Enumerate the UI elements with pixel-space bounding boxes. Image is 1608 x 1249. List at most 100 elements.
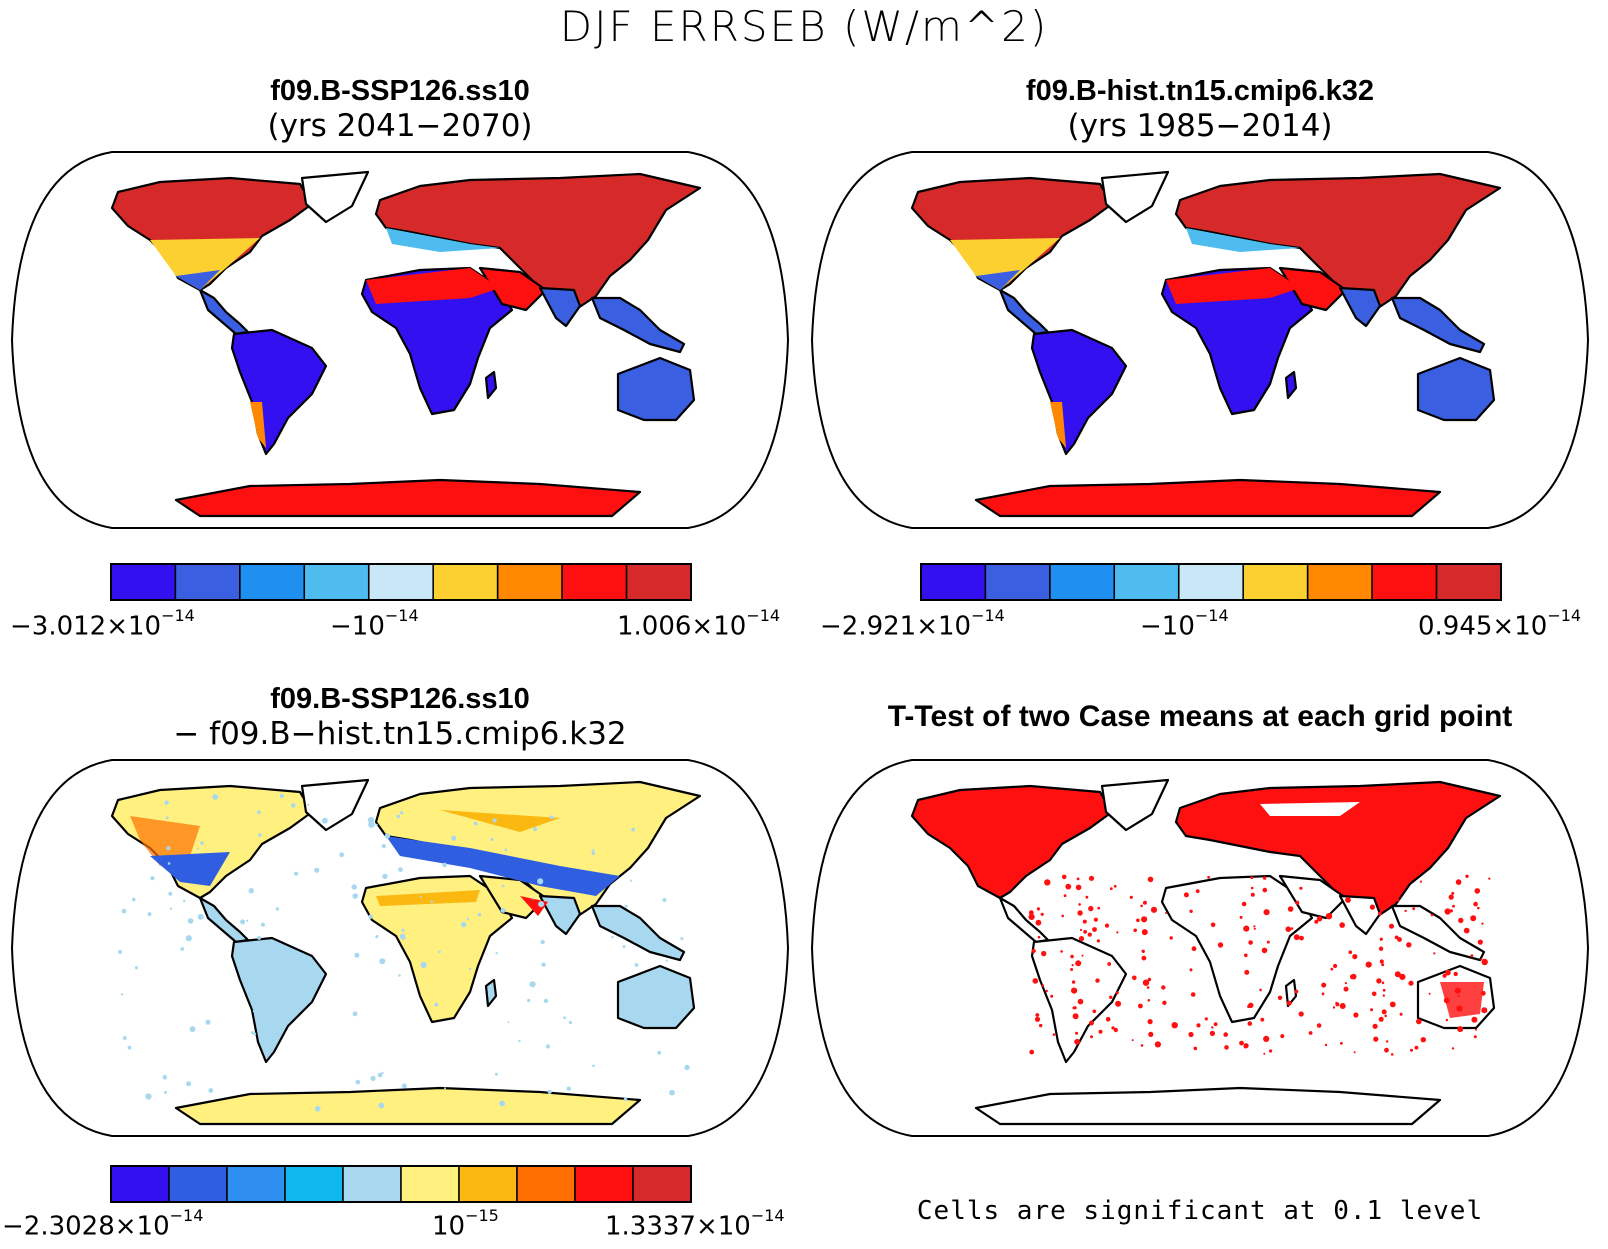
speckle [1032,978,1039,984]
speckle [1477,906,1480,910]
map-frame [810,151,1590,529]
speckle [1376,891,1380,895]
speckle [1325,913,1333,920]
speckle [1223,1032,1228,1037]
speckle [1045,989,1048,993]
colorbar-label-mid-case2: −10−14 [1140,606,1229,642]
colorbar-label-max-case1: 1.006×10−14 [617,606,781,642]
speckle [1076,877,1080,881]
speckle [252,1009,256,1013]
speckle [1445,969,1451,976]
land-green [1100,778,1170,832]
speckle [1448,894,1454,900]
speckle [187,918,194,924]
speckle [1394,971,1401,978]
speckle [1244,969,1250,975]
speckle [1481,1007,1488,1014]
speckle [495,952,498,955]
speckle [1052,1033,1056,1036]
speckle [1082,919,1087,924]
speckle [1081,954,1084,957]
speckle [167,862,171,865]
speckle [375,935,379,939]
speckle [1034,1016,1041,1022]
speckle [1150,906,1158,913]
speckle [1294,989,1299,994]
speckle [527,998,531,1003]
land-india [538,894,582,936]
speckle [1090,1035,1093,1039]
speckle [1190,992,1196,997]
speckle [1037,935,1041,939]
speckle [1370,1008,1374,1012]
speckle [1095,978,1100,983]
speckle [547,1089,552,1094]
speckle [1072,1013,1079,1020]
speckle [1378,946,1384,951]
colorbar-swatch-case2 [984,563,1051,601]
speckle [381,1071,384,1075]
map-frame [10,151,790,529]
speckle [352,893,359,899]
speckle [1098,1029,1103,1034]
speckle [444,1087,446,1090]
speckle [1077,910,1083,916]
speckle [1339,1003,1346,1009]
speckle [1075,1031,1079,1035]
speckle [1365,961,1372,968]
panel-subtitle-diff: − f09.B−hist.tn15.cmip6.k32 [173,716,627,752]
speckle [568,1020,573,1025]
speckle [164,800,169,805]
speckle [375,823,378,826]
speckle [1412,907,1416,911]
land-green [300,170,370,224]
speckle [1293,934,1300,941]
speckle [1131,1039,1134,1042]
land-ant [174,1086,642,1126]
colorbar-swatch-case1 [303,563,370,601]
speckle [1243,925,1250,932]
colorbar-swatch-case1 [432,563,499,601]
speckle [1075,884,1082,891]
speckle [295,991,298,995]
speckle [1314,919,1319,924]
speckle [1088,875,1095,881]
speckle [1376,978,1382,984]
speckle [1133,928,1137,933]
shading-band [176,270,220,290]
speckle [1078,903,1081,906]
colorbar-frame [110,1165,692,1203]
speckle [1161,985,1166,990]
colorbar-swatch-case1 [496,563,563,601]
speckle [322,817,328,824]
speckle [477,912,482,917]
speckle [1262,876,1267,880]
speckle [538,901,545,908]
speckle [1414,1045,1419,1050]
speckle [163,1090,167,1094]
speckle [1189,968,1193,972]
colorbar-swatch-diff [400,1165,460,1203]
speckle [1146,986,1150,989]
speckle [1241,901,1247,907]
speckle [1035,919,1042,926]
speckle [631,827,635,832]
speckle [1210,922,1216,928]
speckle [1217,942,1224,948]
colorbar-diff [110,1165,692,1203]
panel-title-case2: f09.B-hist.tn15.cmip6.k32 [1025,75,1375,107]
speckle [1451,891,1455,895]
speckle [1266,940,1270,944]
speckle [1458,917,1464,924]
land-aus [1416,356,1496,422]
speckle [196,847,199,850]
colorbar-swatch-diff [168,1165,228,1203]
speckle [430,900,434,903]
speckle [1250,892,1255,897]
speckle [1480,958,1483,961]
speckle [384,833,391,839]
speckle [1386,1040,1389,1043]
speckle [131,897,136,902]
speckle [271,1038,277,1045]
speckle [1371,991,1377,997]
